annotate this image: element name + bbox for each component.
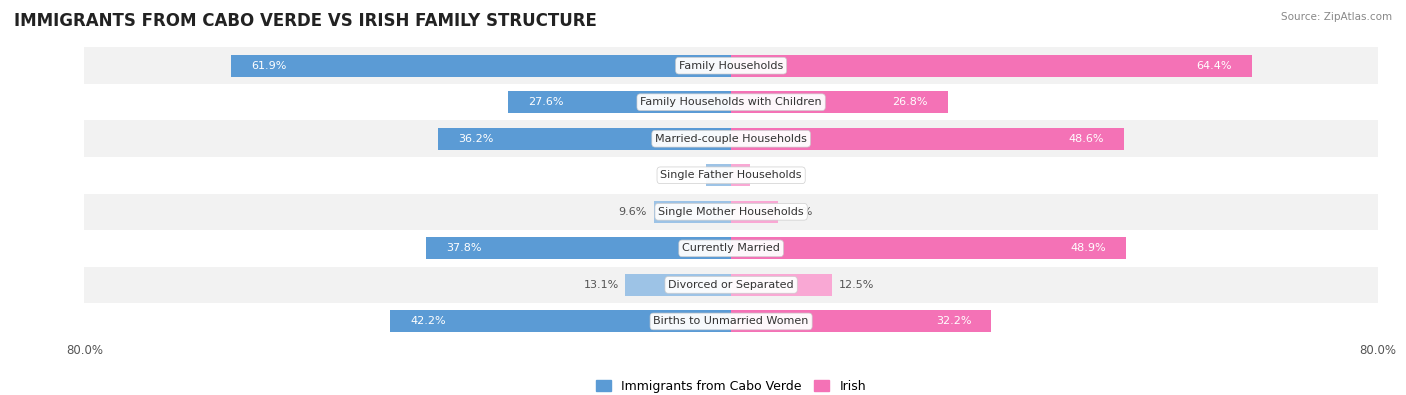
Bar	[84, 120, 1378, 157]
Bar	[84, 230, 1378, 267]
Bar	[731, 91, 948, 113]
Bar	[626, 274, 731, 296]
Bar	[426, 237, 731, 259]
Text: Single Father Households: Single Father Households	[661, 170, 801, 180]
Text: Births to Unmarried Women: Births to Unmarried Women	[654, 316, 808, 326]
Text: Married-couple Households: Married-couple Households	[655, 134, 807, 144]
Text: 2.3%: 2.3%	[756, 170, 785, 180]
Text: 5.8%: 5.8%	[785, 207, 813, 217]
Bar	[731, 237, 1126, 259]
Text: Currently Married: Currently Married	[682, 243, 780, 253]
Bar	[731, 310, 991, 332]
Text: 37.8%: 37.8%	[446, 243, 481, 253]
Bar	[439, 128, 731, 150]
Bar	[231, 55, 731, 77]
Text: Family Households with Children: Family Households with Children	[640, 97, 823, 107]
Bar	[84, 157, 1378, 194]
Text: Source: ZipAtlas.com: Source: ZipAtlas.com	[1281, 12, 1392, 22]
Text: Divorced or Separated: Divorced or Separated	[668, 280, 794, 290]
Bar	[84, 194, 1378, 230]
Text: IMMIGRANTS FROM CABO VERDE VS IRISH FAMILY STRUCTURE: IMMIGRANTS FROM CABO VERDE VS IRISH FAMI…	[14, 12, 598, 30]
Text: 3.1%: 3.1%	[671, 170, 700, 180]
Bar	[508, 91, 731, 113]
Text: 36.2%: 36.2%	[458, 134, 494, 144]
Text: 48.9%: 48.9%	[1070, 243, 1107, 253]
Text: 64.4%: 64.4%	[1197, 61, 1232, 71]
Text: 9.6%: 9.6%	[619, 207, 647, 217]
Bar	[731, 55, 1251, 77]
Text: 12.5%: 12.5%	[838, 280, 875, 290]
Bar	[84, 303, 1378, 340]
Legend: Immigrants from Cabo Verde, Irish: Immigrants from Cabo Verde, Irish	[592, 375, 870, 395]
Text: 61.9%: 61.9%	[250, 61, 287, 71]
Bar	[84, 84, 1378, 120]
Text: Family Households: Family Households	[679, 61, 783, 71]
Text: 27.6%: 27.6%	[529, 97, 564, 107]
Text: 26.8%: 26.8%	[891, 97, 928, 107]
Bar	[731, 128, 1123, 150]
Text: 32.2%: 32.2%	[936, 316, 972, 326]
Text: 48.6%: 48.6%	[1069, 134, 1104, 144]
Text: Single Mother Households: Single Mother Households	[658, 207, 804, 217]
Bar	[731, 164, 749, 186]
Bar	[706, 164, 731, 186]
Text: 42.2%: 42.2%	[411, 316, 446, 326]
Bar	[84, 267, 1378, 303]
Bar	[84, 47, 1378, 84]
Text: 13.1%: 13.1%	[583, 280, 619, 290]
Bar	[731, 201, 778, 223]
Bar	[389, 310, 731, 332]
Bar	[654, 201, 731, 223]
Bar	[731, 274, 832, 296]
